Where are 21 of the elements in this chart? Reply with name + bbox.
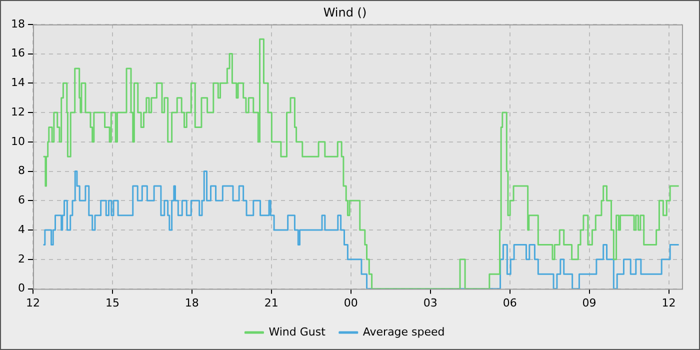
y-tick-label: 10 xyxy=(10,134,25,148)
x-tick-label: 21 xyxy=(264,296,278,310)
x-tick-label: 12 xyxy=(662,296,676,310)
y-tick-label: 8 xyxy=(18,164,25,178)
y-tick-label: 4 xyxy=(18,222,25,236)
y-tick-label: 2 xyxy=(18,252,25,266)
legend-label: Wind Gust xyxy=(268,325,326,338)
y-tick-label: 18 xyxy=(10,17,25,30)
legend-label: Average speed xyxy=(362,325,445,338)
y-tick-label: 14 xyxy=(10,76,25,90)
y-tick-label: 0 xyxy=(18,282,25,295)
chart-title: Wind () xyxy=(323,5,367,20)
x-tick-label: 00 xyxy=(344,296,358,310)
x-tick-label: 15 xyxy=(105,296,120,310)
x-tick-label: 09 xyxy=(582,296,596,310)
y-tick-label: 6 xyxy=(18,194,25,207)
y-tick-label: 16 xyxy=(10,46,25,60)
x-tick-label: 03 xyxy=(423,296,438,310)
y-tick-label: 12 xyxy=(10,105,25,118)
x-tick-label: 06 xyxy=(502,296,517,310)
x-tick-label: 18 xyxy=(184,296,199,310)
